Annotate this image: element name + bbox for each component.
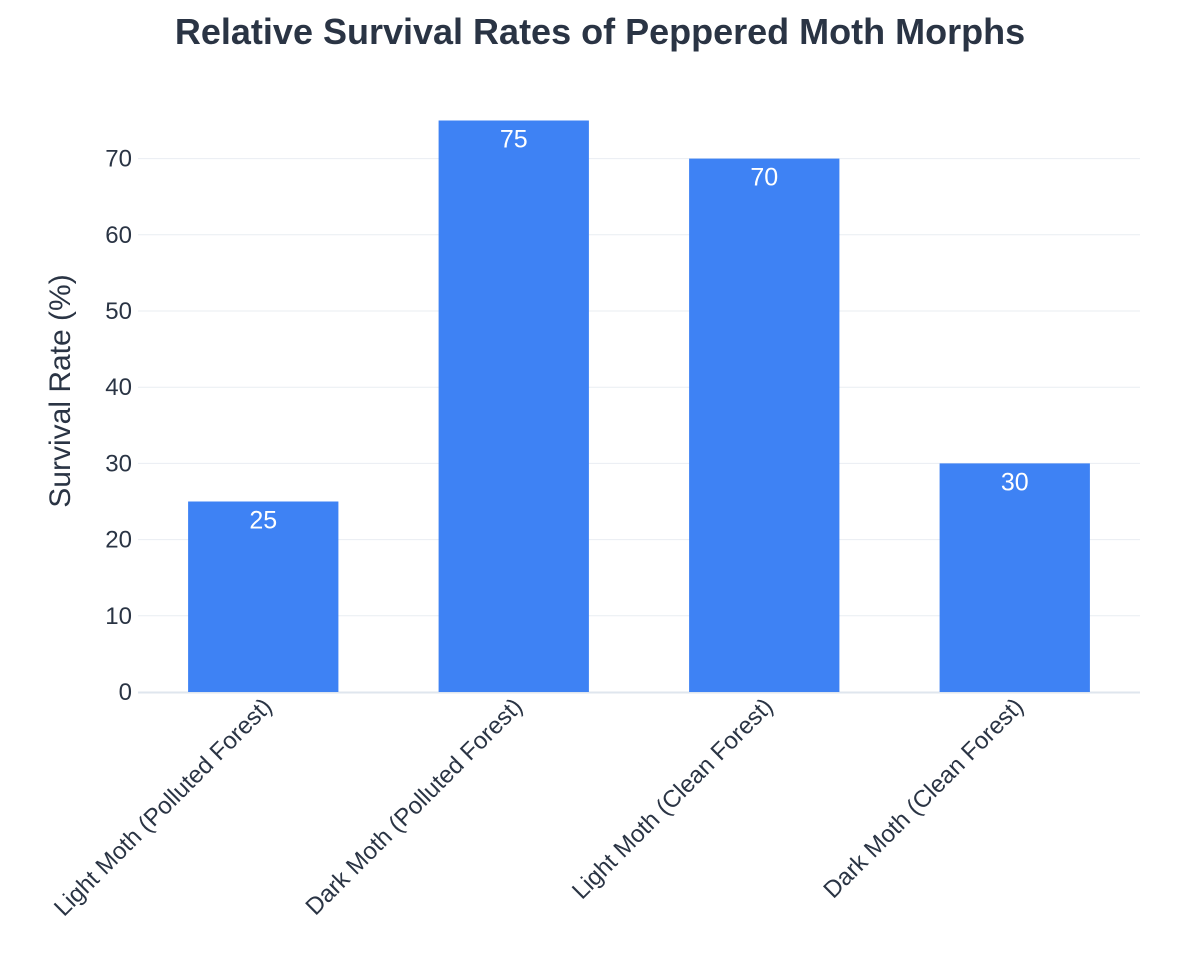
bar (939, 463, 1090, 692)
bar-value-label: 30 (1001, 468, 1029, 496)
bar-value-label: 70 (750, 164, 778, 192)
bar (188, 501, 339, 692)
bar (438, 120, 589, 692)
bar-value-label: 75 (500, 126, 528, 154)
x-tick-label: Light Moth (Polluted Forest) (49, 693, 277, 921)
bar-value-label: 25 (249, 507, 277, 535)
chart-title: Relative Survival Rates of Peppered Moth… (175, 11, 1025, 52)
y-tick-label: 20 (105, 527, 132, 554)
y-tick-label: 50 (105, 298, 132, 325)
x-tick-label: Dark Moth (Clean Forest) (818, 693, 1029, 904)
y-tick-label: 10 (105, 603, 132, 630)
y-axis-ticks: 0 10 20 30 40 50 60 70 (105, 146, 132, 706)
y-tick-label: 70 (105, 146, 132, 173)
bars: 25 75 70 30 (188, 120, 1090, 693)
x-tick-label: Dark Moth (Polluted Forest) (300, 693, 528, 921)
x-axis-ticks: Light Moth (Polluted Forest) Dark Moth (P… (49, 693, 1029, 921)
y-tick-label: 40 (105, 374, 132, 401)
y-tick-label: 30 (105, 450, 132, 477)
y-tick-label: 60 (105, 222, 132, 249)
y-tick-label: 0 (119, 679, 132, 706)
y-axis-label: Survival Rate (%) (44, 274, 77, 507)
bar (689, 158, 840, 693)
x-tick-label: Light Moth (Clean Forest) (567, 693, 779, 905)
